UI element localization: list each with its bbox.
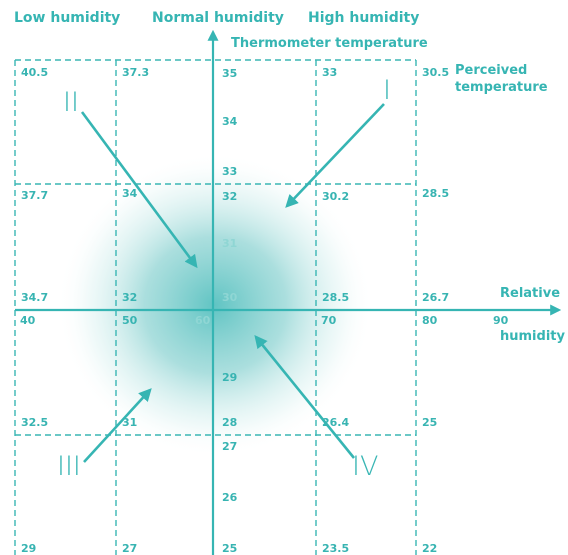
- perceived-value: 26.7: [422, 291, 450, 304]
- humidity-tick: 50: [122, 314, 138, 327]
- thermometer-tick: 35: [222, 67, 238, 80]
- thermometer-tick: 31: [222, 237, 238, 250]
- perceived-value: 37.3: [122, 66, 150, 79]
- thermometer-tick: 28: [222, 416, 238, 429]
- perceived-value: 32: [122, 291, 138, 304]
- humidity-tick: 60: [195, 314, 211, 327]
- humidity-tick: 70: [321, 314, 337, 327]
- thermometer-tick: 30: [222, 291, 238, 304]
- perceived-value: 31: [122, 416, 138, 429]
- arrow-zone-ii: [80, 111, 198, 269]
- humidity-tick: 90: [493, 314, 509, 327]
- low-humidity-header: Low humidity: [14, 10, 121, 26]
- humidity-axis-title-line2: humidity: [500, 329, 565, 344]
- normal-humidity-header: Normal humidity: [152, 10, 284, 26]
- thermometer-tick: 26: [222, 491, 238, 504]
- perceived-value: 28.5: [422, 187, 450, 200]
- perceived-value: 29: [21, 542, 37, 555]
- thermometer-tick: 34: [222, 115, 238, 128]
- zone-label-ii: II: [63, 87, 79, 118]
- zone-label-iv: IV: [352, 451, 379, 482]
- zone-label-iii: III: [57, 451, 81, 482]
- humidity-tick: 40: [20, 314, 36, 327]
- comfort-zone-glow: [57, 153, 373, 457]
- arrow-zone-iii: [83, 388, 152, 463]
- perceived-value: 28.5: [322, 291, 350, 304]
- perceived-title-line1: Perceived: [455, 63, 528, 78]
- perceived-value: 30.5: [422, 66, 450, 79]
- perceived-value: 34: [122, 187, 138, 200]
- thermometer-tick: 29: [222, 371, 238, 384]
- perceived-title-line2: temperature: [455, 80, 548, 95]
- zone-label-i: I: [383, 75, 391, 106]
- thermometer-tick: 33: [222, 165, 238, 178]
- perceived-value: 33: [322, 66, 338, 79]
- thermometer-tick: 25: [222, 542, 238, 555]
- perceived-value: 34.7: [21, 291, 49, 304]
- perceived-value: 27: [122, 542, 138, 555]
- perceived-value: 25: [422, 416, 438, 429]
- arrow-zone-iv: [254, 334, 356, 459]
- thermometer-tick: 27: [222, 440, 238, 453]
- humidity-tick: 80: [422, 314, 438, 327]
- perceived-value: 26.4: [322, 416, 350, 429]
- high-humidity-header: High humidity: [308, 10, 420, 26]
- perceived-value: 30.2: [322, 190, 350, 203]
- perceived-value: 22: [422, 542, 438, 555]
- thermometer-tick: 32: [222, 190, 238, 203]
- arrow-zone-i: [285, 103, 385, 208]
- thermometer-axis-title: Thermometer temperature: [231, 36, 428, 51]
- perceived-value: 37.7: [21, 189, 49, 202]
- perceived-value: 32.5: [21, 416, 49, 429]
- humidity-axis-title-line1: Relative: [500, 286, 561, 301]
- perceived-value: 23.5: [322, 542, 350, 555]
- perceived-value: 40.5: [21, 66, 49, 79]
- dashed-grid: [14, 59, 417, 555]
